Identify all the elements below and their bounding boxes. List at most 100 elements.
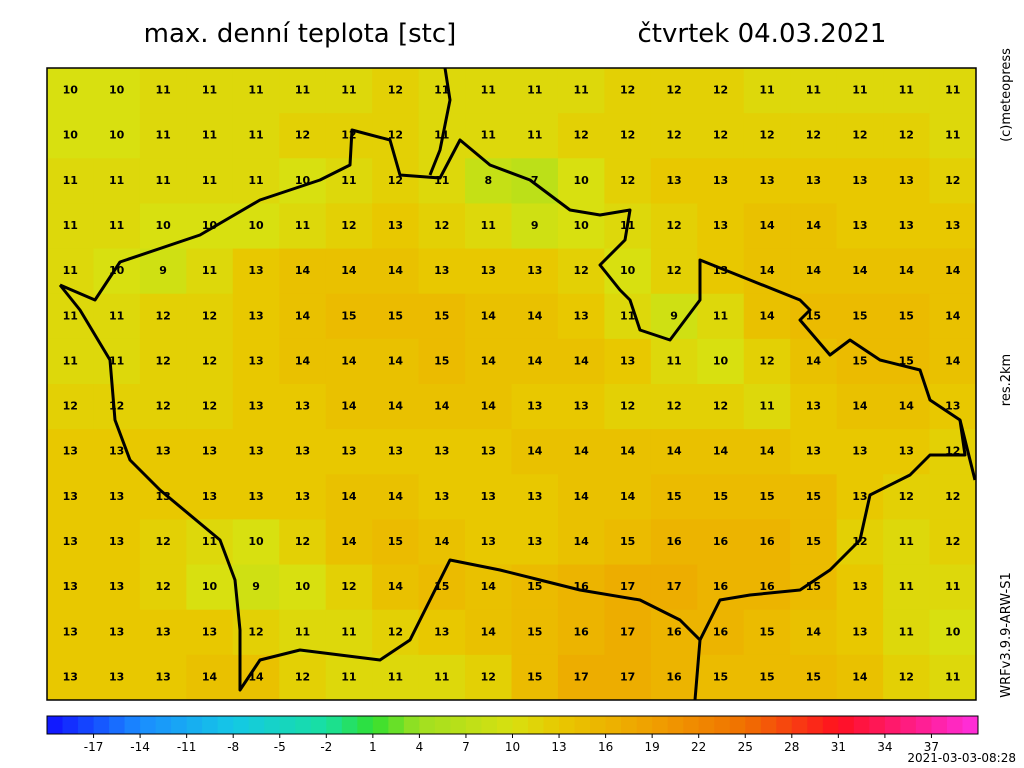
temperature-cell [743,474,791,520]
border-line [428,67,452,176]
temperature-cell [325,68,373,114]
temperature-cell [232,519,280,566]
temperature-value: 14 [852,670,868,683]
colorbar-tick-label: 4 [416,740,424,754]
temperature-value: 14 [574,490,590,503]
temperature-value: 15 [620,535,635,548]
temperature-cell [465,293,512,340]
temperature-cell [604,429,652,475]
colorbar-segment [233,716,250,734]
temperature-value: 13 [574,400,589,413]
temperature-cell [604,654,652,701]
temperature-value: 12 [202,354,217,367]
temperature-value: 13 [248,354,263,367]
colorbar-segment [357,716,374,734]
grid: 10 10 11 11 11 11 11 12 11 11 11 11 12 12 12 11 11 11 11 11… [47,68,977,701]
temperature-cell [325,654,373,701]
colorbar-segment [729,716,746,734]
temperature-value: 11 [759,400,774,413]
temperature-value: 13 [481,490,496,503]
temperature-cell [743,609,791,656]
temperature-cell [47,654,94,701]
colorbar-segment [388,716,405,734]
temperature-value: 13 [63,625,78,638]
temperature-value: 15 [852,354,867,367]
temperature-cell [790,338,838,385]
colorbar-segment [295,716,312,734]
temperature-cell [325,338,373,385]
temperature-cell [697,474,745,520]
temperature-cell [418,203,466,250]
temperature-value: 11 [109,309,124,322]
temperature-cell [511,519,559,566]
temperature-value: 14 [852,264,868,277]
colorbar-segment [931,716,948,734]
temperature-cell [883,609,931,656]
temperature-cell [139,338,187,385]
temperature-cell [93,158,141,204]
temperature-cell [743,338,791,385]
temperature-value: 14 [341,490,357,503]
colorbar-segment [202,716,219,734]
temperature-value: 12 [295,129,310,142]
colorbar-segment [279,716,296,734]
temperature-cell [418,293,466,340]
temperature-cell [186,203,234,250]
temperature-value: 11 [248,129,263,142]
colorbar-tick-label: 34 [877,740,892,754]
temperature-value: 13 [666,174,681,187]
temperature-value: 11 [481,84,496,97]
temperature-cell [279,338,327,385]
temperature-value: 12 [620,174,635,187]
temperature-value: 11 [945,129,960,142]
temperature-cell [650,68,698,114]
colorbar-segment [481,716,498,734]
temperature-value: 17 [620,580,635,593]
temperature-cell [929,519,977,566]
temperature-value: 13 [527,490,542,503]
side-label: (c)meteopress [999,48,1014,142]
temperature-value: 14 [899,264,915,277]
temperature-value: 13 [202,445,217,458]
colorbar-tick-label: 1 [369,740,377,754]
temperature-value: 14 [388,490,404,503]
temperature-value: 12 [574,264,589,277]
temperature-cell [697,248,745,295]
temperature-cell [790,158,838,204]
temperature-value: 11 [899,580,914,593]
colorbar-segment [171,716,188,734]
temperature-value: 13 [155,445,170,458]
colorbar-segment [869,716,886,734]
temperature-cell [929,609,977,656]
temperature-value: 14 [666,445,682,458]
temperature-cell [232,384,280,430]
temperature-cell [325,203,373,250]
temperature-value: 13 [434,490,449,503]
temperature-cell [790,429,838,475]
temperature-value: 12 [620,129,635,142]
colorbar-segment [496,716,513,734]
temperature-cell [418,564,466,611]
temperature-cell [743,113,791,159]
colorbar-segment [341,716,358,734]
temperature-cell [836,474,884,520]
temperature-cell [790,113,838,159]
temperature-value: 11 [63,264,78,277]
temperature-value: 15 [527,625,542,638]
colorbar-segment [93,716,110,734]
temperature-cell [372,384,420,430]
temperature-cell [743,203,791,250]
temperature-cell [929,248,977,295]
temperature-value: 15 [759,670,774,683]
temperature-cell [557,429,605,475]
border [58,67,977,701]
temperature-cell [465,203,512,250]
temperature-cell [93,68,141,114]
temperature-value: 15 [806,309,821,322]
temperature-value: 14 [806,354,822,367]
temperature-value: 13 [109,535,124,548]
temperature-cell [47,384,94,430]
temperature-value: 14 [434,535,450,548]
temperature-cell [232,338,280,385]
temperature-value: 11 [945,84,960,97]
